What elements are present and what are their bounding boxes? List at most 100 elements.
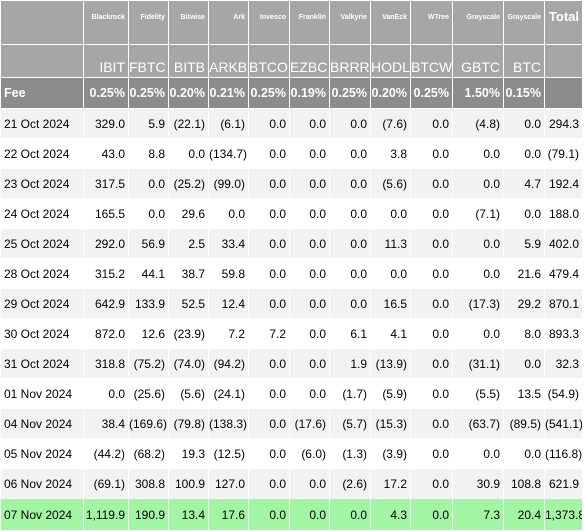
flow-cell: (25.2) [168, 168, 209, 199]
ticker-header-row: IBIT FBTC BITB ARKB BTCO EZBC BRRR HODL BTCW GBTC… [0, 44, 583, 78]
flow-cell: 17.2 [370, 468, 411, 499]
flow-cell: 1.9 [329, 348, 371, 379]
flow-cell: (31.1) [452, 348, 504, 379]
flow-cell: 5.9 [128, 108, 169, 139]
flow-cell: 0.0 [248, 348, 290, 379]
flow-cell: 0.0 [329, 198, 371, 229]
flow-cell: 0.0 [410, 438, 453, 469]
flow-cell: (15.3) [370, 408, 411, 439]
flow-cell: 0.0 [329, 288, 371, 319]
flow-cell: 11.3 [370, 228, 411, 259]
flow-cell: (22.1) [168, 108, 209, 139]
flow-cell: 0.0 [410, 468, 453, 499]
flow-cell: (3.9) [370, 438, 411, 469]
issuer-header: Fidelity [128, 0, 169, 45]
issuer-header: Bitwise [168, 0, 209, 45]
flow-cell: 0.0 [329, 168, 371, 199]
fee-cell: 0.25% [329, 77, 371, 109]
flow-cell: 133.9 [128, 288, 169, 319]
table-row: 01 Nov 2024 0.0 (25.6) (5.6) (24.1) 0.0 0.0 (1.… [0, 378, 583, 409]
flow-cell: 329.0 [83, 108, 129, 139]
flow-cell: 872.0 [83, 318, 129, 349]
total-cell: 192.4 [544, 168, 583, 199]
total-cell: 621.9 [544, 468, 583, 499]
date-cell: 07 Nov 2024 [0, 498, 84, 531]
flow-cell: 0.0 [248, 378, 290, 409]
date-cell: 30 Oct 2024 [0, 318, 84, 349]
flow-cell: 33.4 [208, 228, 249, 259]
flow-cell: 0.0 [248, 408, 290, 439]
flow-cell: 0.0 [410, 318, 453, 349]
table-body: 21 Oct 2024 329.0 5.9 (22.1) (6.1) 0.0 0.0 0.0(… [0, 108, 583, 531]
table-row: 31 Oct 2024 318.8 (75.2) (74.0) (94.2) 0.0 0.0… [0, 348, 583, 379]
flow-cell: 0.0 [329, 138, 371, 169]
flow-cell: 0.0 [410, 138, 453, 169]
ticker-header: FBTC [128, 44, 169, 78]
ticker-header: EZBC [289, 44, 330, 78]
flow-cell: 0.0 [410, 168, 453, 199]
flow-cell: 0.0 [289, 468, 330, 499]
flow-cell: (5.6) [370, 168, 411, 199]
flow-cell: 20.4 [503, 498, 545, 531]
issuer-header: Ark [208, 0, 249, 45]
flow-cell: (138.3) [208, 408, 249, 439]
date-cell: 23 Oct 2024 [0, 168, 84, 199]
fee-cell: 0.20% [168, 77, 209, 109]
flow-cell: (7.6) [370, 108, 411, 139]
flow-cell: 13.5 [503, 378, 545, 409]
flow-cell: 0.0 [289, 318, 330, 349]
flow-cell: (63.7) [452, 408, 504, 439]
flow-cell: 5.9 [503, 228, 545, 259]
fee-cell: 0.21% [208, 77, 249, 109]
total-cell: 893.3 [544, 318, 583, 349]
ticker-header: BTCW [410, 44, 453, 78]
flow-cell: 0.0 [248, 228, 290, 259]
flow-cell: (12.5) [208, 438, 249, 469]
flow-cell: 0.0 [410, 498, 453, 531]
date-cell: 29 Oct 2024 [0, 288, 84, 319]
flow-cell: (75.2) [128, 348, 169, 379]
flow-cell: 0.0 [503, 348, 545, 379]
date-cell: 01 Nov 2024 [0, 378, 84, 409]
flow-cell: (99.0) [208, 168, 249, 199]
flow-cell: (13.9) [370, 348, 411, 379]
flow-cell: 0.0 [208, 198, 249, 229]
flow-cell: 3.8 [370, 138, 411, 169]
flow-cell: 0.0 [289, 198, 330, 229]
flow-cell: (17.6) [289, 408, 330, 439]
flow-cell: (5.9) [370, 378, 411, 409]
flow-cell: (1.7) [329, 378, 371, 409]
total-cell: (541.1) [544, 408, 583, 439]
flow-cell: 165.5 [83, 198, 129, 229]
flow-cell: 0.0 [248, 138, 290, 169]
total-cell: 32.3 [544, 348, 583, 379]
issuer-header-row: Blackrock Fidelity Bitwise Ark Invesco Frankl… [0, 0, 583, 45]
ticker-header: BRRR [329, 44, 371, 78]
flow-cell: 0.0 [248, 498, 290, 531]
date-cell: 28 Oct 2024 [0, 258, 84, 289]
flow-cell: 0.0 [410, 348, 453, 379]
flow-cell: 0.0 [452, 138, 504, 169]
table-row: 24 Oct 2024 165.5 0.0 29.6 0.0 0.0 0.0 0.0 0.0 0.… [0, 198, 583, 229]
total-header: Total [544, 0, 583, 45]
flow-cell: 4.7 [503, 168, 545, 199]
table-row: 29 Oct 2024 642.9 133.9 52.5 12.4 0.0 0.0 0.0 16… [0, 288, 583, 319]
flow-cell: 0.0 [289, 168, 330, 199]
total-cell: (54.9) [544, 378, 583, 409]
flow-cell: 0.0 [410, 198, 453, 229]
flow-cell: (79.8) [168, 408, 209, 439]
flow-cell: 0.0 [410, 108, 453, 139]
flow-cell: 16.5 [370, 288, 411, 319]
flow-cell: 308.8 [128, 468, 169, 499]
flow-cell: 19.3 [168, 438, 209, 469]
flow-cell: 13.4 [168, 498, 209, 531]
flow-cell: 292.0 [83, 228, 129, 259]
flow-cell: (5.5) [452, 378, 504, 409]
flow-cell: 59.8 [208, 258, 249, 289]
total-cell: 1,373.8 [544, 498, 583, 531]
ticker-header: BTC [503, 44, 545, 78]
ticker-header: GBTC [452, 44, 504, 78]
flow-cell: 0.0 [248, 168, 290, 199]
date-cell: 04 Nov 2024 [0, 408, 84, 439]
flow-cell: 0.0 [329, 258, 371, 289]
